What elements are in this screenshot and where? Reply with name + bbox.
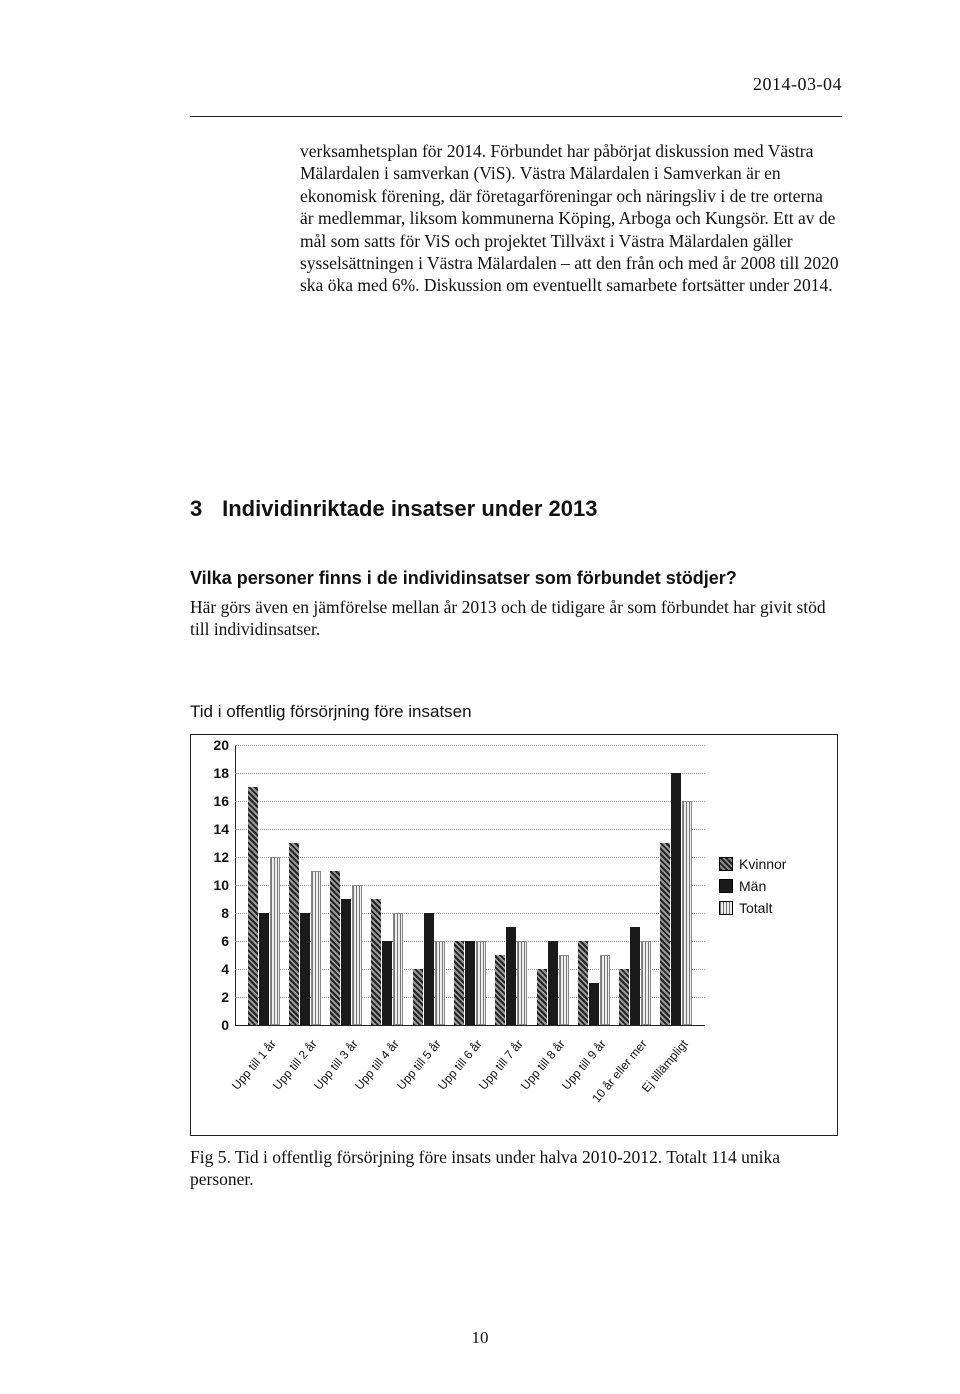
bar (476, 941, 486, 1025)
bar (671, 773, 681, 1025)
x-tick-label: Ej tillämpligt (603, 1037, 691, 1138)
bar-group (619, 745, 651, 1025)
bar (600, 955, 610, 1025)
section-heading: 3 Individinriktade insatser under 2013 (190, 496, 597, 522)
bar (259, 913, 269, 1025)
y-tick-label: 2 (197, 989, 229, 1005)
legend-label: Totalt (739, 900, 772, 916)
bar (289, 843, 299, 1025)
bar (641, 941, 651, 1025)
bar (548, 941, 558, 1025)
y-tick-label: 16 (197, 793, 229, 809)
bar (559, 955, 569, 1025)
legend-swatch (719, 879, 733, 893)
bar-group (248, 745, 280, 1025)
chart-title: Tid i offentlig försörjning före insatse… (190, 702, 472, 722)
y-tick-label: 6 (197, 933, 229, 949)
sub-body-paragraph: Här görs även en jämförelse mellan år 20… (190, 596, 848, 641)
legend-item: Män (719, 878, 819, 894)
section-title: Individinriktade insatser under 2013 (222, 496, 597, 521)
bar (330, 871, 340, 1025)
bar-group (660, 745, 692, 1025)
chart-legend: Kvinnor Män Totalt (719, 850, 819, 922)
figure-caption: Fig 5. Tid i offentlig försörjning före … (190, 1146, 848, 1191)
legend-swatch (719, 857, 733, 871)
bar (371, 899, 381, 1025)
page-number: 10 (0, 1328, 960, 1348)
section-number: 3 (190, 496, 216, 522)
document-page: 2014-03-04 verksamhetsplan för 2014. För… (0, 0, 960, 1394)
page-date: 2014-03-04 (753, 74, 842, 95)
bar (435, 941, 445, 1025)
bar (393, 913, 403, 1025)
sub-heading: Vilka personer finns i de individinsatse… (190, 568, 737, 589)
legend-item: Kvinnor (719, 856, 819, 872)
chart-plot-area (235, 745, 705, 1025)
bar (465, 941, 475, 1025)
y-tick-label: 0 (197, 1017, 229, 1033)
y-tick-label: 20 (197, 737, 229, 753)
y-tick-label: 14 (197, 821, 229, 837)
intro-paragraph: verksamhetsplan för 2014. Förbundet har … (300, 140, 840, 297)
x-tick-label: Upp till 7 år (438, 1037, 526, 1138)
bar (589, 983, 599, 1025)
bar (537, 969, 547, 1025)
bar (311, 871, 321, 1025)
bar-group (289, 745, 321, 1025)
bar (619, 969, 629, 1025)
bar (630, 927, 640, 1025)
legend-label: Män (739, 878, 766, 894)
bar (352, 885, 362, 1025)
bar (424, 913, 434, 1025)
bar-group (454, 745, 486, 1025)
bar (413, 969, 423, 1025)
bar (682, 801, 692, 1025)
bar-group (413, 745, 445, 1025)
y-tick-label: 8 (197, 905, 229, 921)
bar (578, 941, 588, 1025)
horizontal-rule (190, 116, 842, 117)
bar-group (371, 745, 403, 1025)
chart-container: 0 2 4 6 8 10 12 14 16 18 20 Kvinnor Män Totalt Upp t… (190, 734, 838, 1136)
bar (382, 941, 392, 1025)
y-tick-label: 4 (197, 961, 229, 977)
y-tick-label: 18 (197, 765, 229, 781)
bar (495, 955, 505, 1025)
bar-group (495, 745, 527, 1025)
x-axis-line (235, 1025, 705, 1026)
y-tick-label: 12 (197, 849, 229, 865)
bar (341, 899, 351, 1025)
y-tick-label: 10 (197, 877, 229, 893)
bar (300, 913, 310, 1025)
bar (660, 843, 670, 1025)
bar (454, 941, 464, 1025)
bar (270, 857, 280, 1025)
bar (517, 941, 527, 1025)
bar-group (330, 745, 362, 1025)
bar (248, 787, 258, 1025)
bar-group (578, 745, 610, 1025)
legend-item: Totalt (719, 900, 819, 916)
bar (506, 927, 516, 1025)
legend-swatch (719, 901, 733, 915)
legend-label: Kvinnor (739, 856, 786, 872)
bar-group (537, 745, 569, 1025)
